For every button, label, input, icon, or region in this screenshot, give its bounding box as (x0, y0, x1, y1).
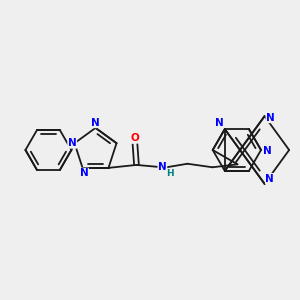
Text: N: N (80, 168, 88, 178)
Text: N: N (266, 173, 274, 184)
Text: N: N (91, 118, 100, 128)
Text: N: N (266, 112, 275, 123)
Text: O: O (130, 133, 140, 143)
Text: N: N (68, 138, 76, 148)
Text: N: N (215, 118, 224, 128)
Text: H: H (166, 169, 174, 178)
Text: N: N (158, 162, 167, 172)
Text: N: N (263, 146, 272, 157)
